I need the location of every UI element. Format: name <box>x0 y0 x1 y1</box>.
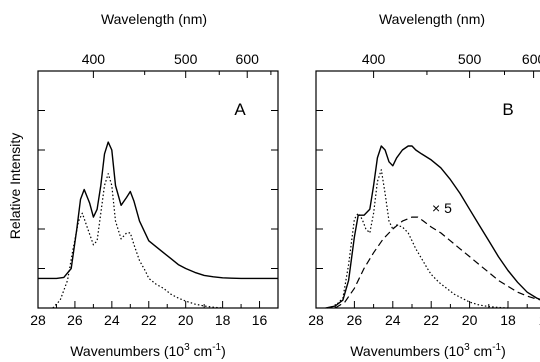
panel-b-series-dashed <box>334 216 540 309</box>
panel-b-top-tick-label: 600 <box>522 51 540 67</box>
panel-a-top-tick-label: 600 <box>236 51 260 67</box>
panel-b-annotation: × 5 <box>432 200 452 216</box>
panel-b-x-tick-label: 18 <box>500 312 516 328</box>
panel-a-x-tick-label: 28 <box>30 312 46 328</box>
panel-b-x-tick-label: 22 <box>423 312 439 328</box>
panel-b-x-tick-label: 28 <box>308 312 324 328</box>
panel-b: Wavelength (nm) 28262422201816400500600 … <box>308 11 540 359</box>
panel-b-series-solid <box>325 145 540 309</box>
panel-a-x-tick-label: 26 <box>67 312 83 328</box>
panel-b-x-tick-label: 26 <box>347 312 363 328</box>
panel-a-x-tick-label: 24 <box>104 312 120 328</box>
panel-b-x-tick-label: 20 <box>462 312 478 328</box>
panel-b-top-tick-label: 400 <box>362 51 386 67</box>
panel-a-top-axis-label: Wavelength (nm) <box>101 11 207 27</box>
panel-a-x-tick-label: 18 <box>215 312 231 328</box>
panel-b-label: B <box>502 100 513 119</box>
panel-b-top-tick-label: 500 <box>458 51 482 67</box>
panel-a-x-tick-label: 16 <box>252 312 268 328</box>
panel-a-x-tick-label: 22 <box>141 312 157 328</box>
panel-a-ticks: 28 26 24 22 20 18 16 400 500 600 <box>30 51 279 328</box>
panel-b-ticks: 28 26 24 22 20 18 16 400 500 600 <box>308 51 540 328</box>
panel-b-series-dotted <box>327 169 509 309</box>
panel-a-x-axis-label: Wavenumbers (103 cm-1) <box>70 342 226 359</box>
panel-b-x-tick-label: 16 <box>539 312 540 328</box>
panel-a-top-tick-label: 400 <box>82 51 106 67</box>
panel-a-top-tick-label: 500 <box>174 51 198 67</box>
panel-b-top-axis-label: Wavelength (nm) <box>379 11 485 27</box>
panel-b-x-tick-label: 24 <box>385 312 401 328</box>
panel-a-y-axis-label: Relative Intensity <box>7 133 23 240</box>
panel-b-series <box>325 145 540 309</box>
panel-a-label: A <box>234 100 246 119</box>
panel-b-x-axis-label: Wavenumbers (103 cm-1) <box>350 342 506 359</box>
panel-a-x-tick-label: 20 <box>178 312 194 328</box>
panel-a-series-solid <box>38 141 278 280</box>
panel-a-series-dotted <box>52 173 223 309</box>
panel-a-series <box>38 141 278 309</box>
